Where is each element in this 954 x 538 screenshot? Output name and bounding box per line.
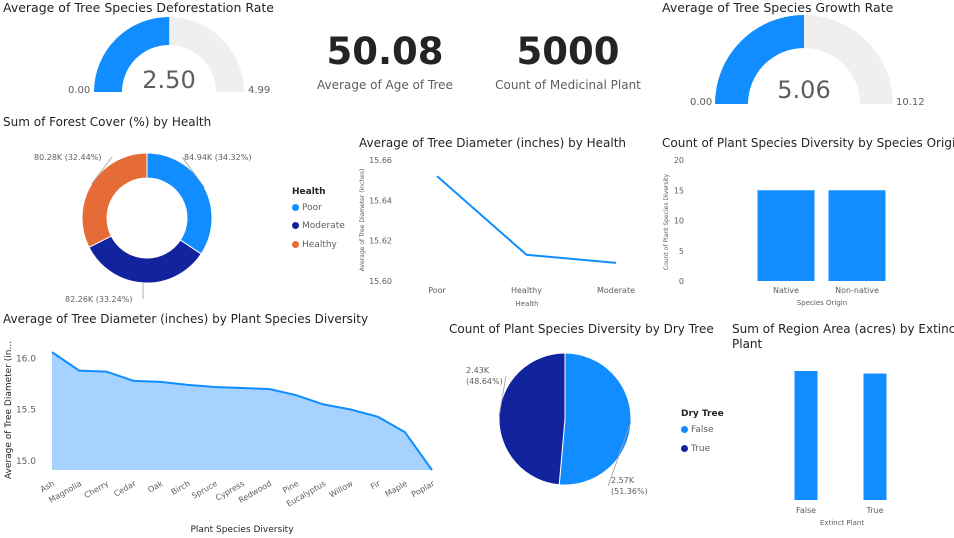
area-x-axis-title: Plant Species Diversity [190,525,294,535]
line-x-axis-title: Health [516,300,539,308]
area-x-tick-maple: Maple [384,479,409,499]
pie-title: Count of Plant Species Diversity by Dry … [449,322,714,336]
line-series-health [436,175,617,264]
forest-cover-donut: 84.94K (34.32%) 82.26K (33.24%) 80.28K (32… [34,152,251,304]
bar1-x-axis-title: Species Origin [797,299,847,307]
gauge2-fill [715,15,804,104]
pie-leader-true [498,375,507,417]
bar2-bar-true [863,373,887,500]
bar2-x-tick-true: True [866,506,884,515]
bar1-title: Count of Plant Species Diversity by Spec… [662,136,954,150]
line-y-tick: 15.64 [369,196,392,205]
area-title: Average of Tree Diameter (inches) by Pla… [3,312,369,326]
gauge1-title: Average of Tree Species Deforestation Ra… [3,0,274,15]
pie-slice-true [498,352,566,486]
pie-data-label-true-value: 2.43K [466,366,490,375]
gauge2-title: Average of Tree Species Growth Rate [662,0,894,15]
pie-slice-false [558,352,632,486]
pie-legend-title: Dry Tree [681,409,724,419]
legend-dot-true [681,445,688,452]
dry-tree-pie: 2.57K (51.36%) 2.43K (48.64%) [466,352,648,496]
line-y-tick: 15.60 [369,277,392,286]
gauge1-fill [94,16,170,93]
bar1-y-tick: 0 [679,277,684,286]
legend-item-moderate[interactable]: Moderate [292,221,345,231]
line-y-tick: 15.66 [369,156,392,165]
growth-gauge: 5.06 0.00 10.12 [690,15,925,108]
donut-data-label-moderate: 82.26K (33.24%) [65,295,132,304]
deforestation-gauge: 2.50 0.00 4.99 [68,16,270,96]
kpi-medicinal-count-label: Count of Medicinal Plant [495,78,641,92]
kpi-average-age-label: Average of Age of Tree [317,78,453,92]
donut-leader-poor [181,156,205,188]
bar1-y-tick: 20 [674,156,684,165]
donut-slice-moderate [88,235,202,284]
donut-title: Sum of Forest Cover (%) by Health [3,115,212,129]
area-x-tick-ash: Ash [39,479,56,494]
kpi-medicinal-count-value: 5000 [516,30,620,73]
species-origin-bar: 20 15 10 5 0 Native Non-native Species Origin Co… [663,156,886,307]
legend-item-poor[interactable]: Poor [292,203,322,213]
line-title: Average of Tree Diameter (inches) by Hea… [359,136,627,150]
area-x-tick-poplar: Poplar [410,479,437,500]
pie-data-label-false-value: 2.57K [611,476,635,485]
donut-data-label-healthy: 80.28K (32.44%) [34,153,101,162]
legend-dot-healthy [292,241,299,248]
area-fill [52,352,432,470]
bar2-x-tick-false: False [796,506,816,515]
area-y-tick: 15.0 [16,457,36,467]
area-y-tick: 16.0 [16,354,36,364]
bar1-x-tick-non-native: Non-native [835,286,879,295]
pie-data-label-false-percent: (51.36%) [611,487,648,496]
bar1-y-tick: 15 [674,186,684,195]
donut-leader-healthy [91,156,113,185]
legend-item-true[interactable]: True [681,444,710,454]
legend-dot-moderate [292,222,299,229]
gauge1-min: 0.00 [68,85,90,96]
bar1-y-tick: 5 [679,247,684,256]
donut-legend-title: Health [292,187,326,197]
diameter-by-health-line: 15.66 15.64 15.62 15.60 Poor Healthy Moderate H… [359,156,635,308]
bar1-y-axis-title: Count of Plant Species Diversity [663,173,670,270]
bar1-y-tick: 10 [674,217,684,226]
area-x-tick-cedar: Cedar [112,479,138,499]
area-x-tick-fir: Fir [369,479,382,492]
gauge2-value: 5.06 [777,76,830,104]
pie-data-label-true-percent: (48.64%) [466,377,503,386]
line-y-axis-title: Average of Tree Diameter (inches) [359,169,366,272]
kpi-average-age-value: 50.08 [326,30,444,73]
donut-slice-healthy [81,152,148,248]
line-x-tick-moderate: Moderate [597,286,635,295]
bar1-x-tick-native: Native [773,286,799,295]
legend-item-false[interactable]: False [681,425,714,435]
donut-slice-poor [146,152,213,255]
legend-dot-poor [292,204,299,211]
gauge1-value: 2.50 [142,66,195,94]
area-x-tick-willow: Willow [328,479,355,500]
line-x-tick-poor: Poor [428,286,446,295]
pie-leader-false [607,421,632,487]
donut-data-label-poor: 84.94K (34.32%) [184,153,251,162]
gauge1-max: 4.99 [248,85,270,96]
line-x-tick-healthy: Healthy [511,286,542,295]
gauge2-min: 0.00 [690,97,712,108]
area-series-line [51,351,433,471]
bar1-bar-native [757,190,815,281]
gauge2-max: 10.12 [896,97,925,108]
bar1-bar-non-native [828,190,886,281]
bar2-title: Sum of Region Area (acres) by Extinct Pl… [732,322,954,351]
area-x-tick-cherry: Cherry [83,479,111,500]
line-y-tick: 15.62 [369,237,392,246]
bar2-bar-false [794,371,818,500]
bar2-x-axis-title: Extinct Plant [820,519,864,527]
area-x-tick-oak: Oak [146,479,165,495]
area-y-axis-title: Average of Tree Diameter (in... [4,341,14,479]
area-x-tick-birch: Birch [170,479,192,497]
legend-item-healthy[interactable]: Healthy [292,240,337,250]
legend-dot-false [681,426,688,433]
area-y-tick: 15.5 [16,406,36,416]
